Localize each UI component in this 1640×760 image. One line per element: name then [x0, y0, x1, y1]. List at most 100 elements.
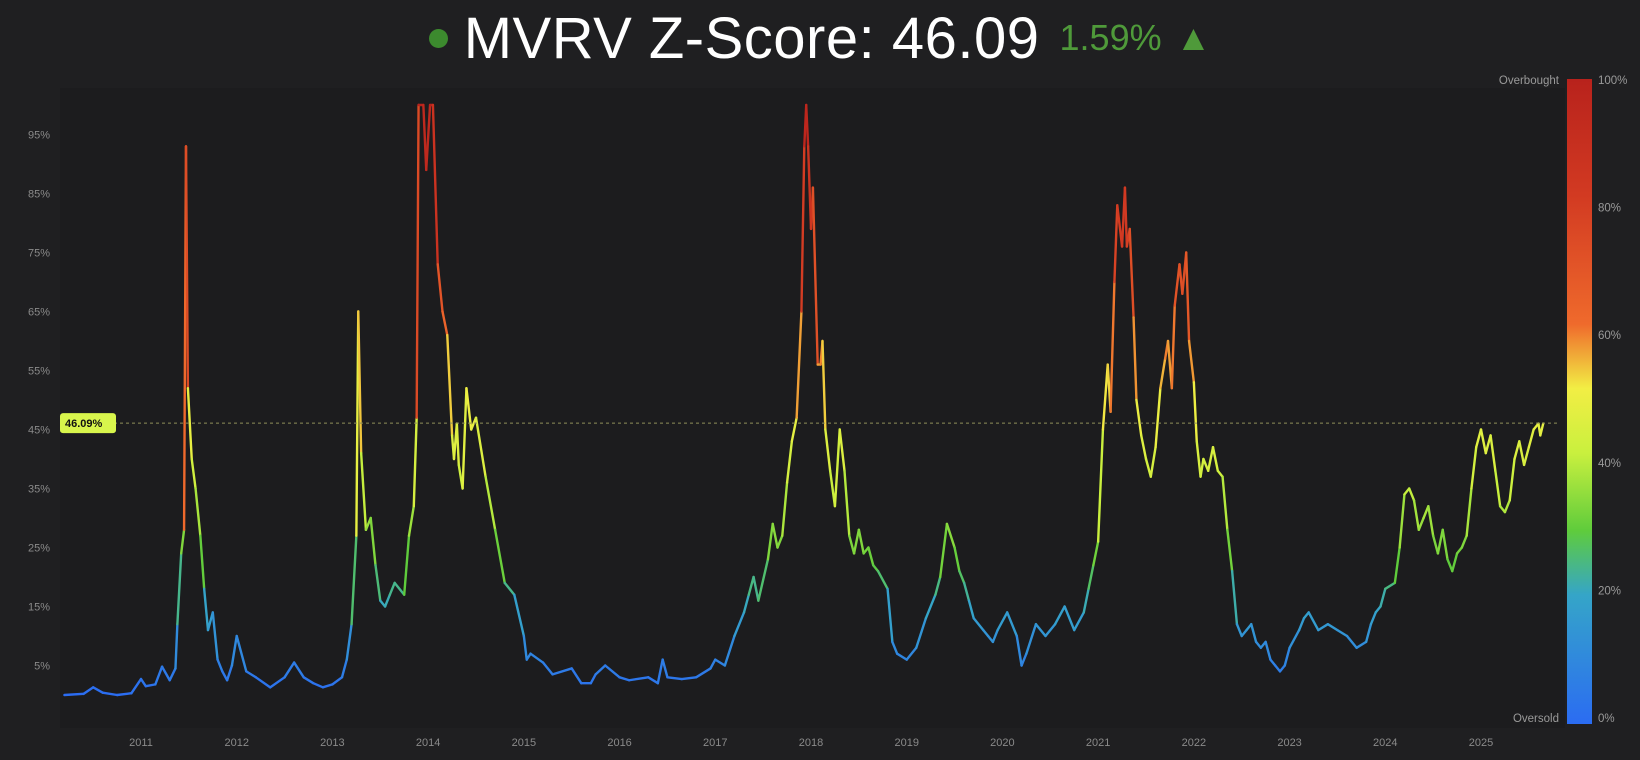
line-segment [1123, 186, 1129, 248]
line-segment [331, 676, 344, 686]
line-segment [1226, 528, 1234, 573]
line-segment [1317, 623, 1330, 632]
y-tick-label: 55% [28, 366, 50, 378]
x-tick-label: 2016 [607, 737, 631, 749]
line-segment [1398, 493, 1406, 549]
line-segment [1518, 440, 1526, 467]
line-segment [1053, 605, 1066, 626]
line-segment [216, 658, 224, 673]
line-segment [403, 534, 411, 596]
line-segment [101, 691, 119, 697]
line-segment [407, 505, 415, 537]
line-segment [441, 310, 449, 337]
line-segment [345, 623, 353, 661]
line-segment [388, 581, 396, 596]
line-segment [1006, 611, 1018, 638]
line-segment [1455, 546, 1464, 555]
line-segment [945, 522, 956, 549]
x-tick-label: 2013 [320, 737, 344, 749]
line-segment [1216, 469, 1224, 478]
colorbar-tick-label: 20% [1598, 585, 1621, 597]
colorbar-tick-label: 40% [1598, 458, 1621, 470]
y-tick-label: 35% [28, 484, 50, 496]
line-segment [522, 634, 528, 661]
line-segment [190, 457, 197, 490]
line-segment [1494, 469, 1502, 508]
line-segment [627, 676, 650, 682]
y-tick-label: 65% [28, 307, 50, 319]
line-segment [1096, 428, 1105, 543]
line-segment [359, 451, 368, 531]
line-segment [1408, 487, 1416, 502]
line-segment [666, 676, 683, 681]
line-segment [199, 534, 206, 590]
line-segment [1374, 605, 1382, 614]
line-segment [752, 575, 760, 602]
line-segment [1144, 457, 1152, 478]
line-segment [1020, 652, 1028, 667]
x-tick-label: 2025 [1469, 737, 1493, 749]
line-segment [1230, 569, 1239, 626]
line-segment [393, 581, 406, 596]
line-segment [446, 333, 454, 437]
y-tick-label: 75% [28, 248, 50, 260]
line-segment [1297, 617, 1306, 632]
line-segment [1336, 628, 1349, 638]
line-segment [891, 640, 899, 655]
line-segment [1269, 658, 1277, 667]
line-segment [852, 528, 861, 555]
line-segment [115, 692, 133, 697]
line-segment [805, 103, 810, 148]
line-segment [235, 634, 248, 673]
line-segment [1393, 546, 1401, 585]
line-segment [723, 634, 736, 667]
y-tick-label: 85% [28, 189, 50, 201]
line-segment [91, 686, 104, 694]
line-segment [771, 522, 779, 549]
line-segment [1431, 534, 1440, 555]
line-segment [1128, 227, 1135, 319]
line-segment [843, 469, 851, 537]
line-segment [186, 387, 193, 461]
line-segment [1345, 634, 1358, 649]
line-segment [1522, 446, 1531, 467]
line-segment [1132, 316, 1138, 402]
y-axis: 5% 15% 25% 35% 45% 55% 65% 75% 85% 95% [28, 130, 50, 673]
line-segment [1154, 387, 1162, 449]
line-segment [857, 528, 865, 555]
x-tick-label: 2017 [703, 737, 727, 749]
line-segment [1274, 664, 1282, 673]
line-segment [321, 683, 334, 689]
colorbar-bottom-label: Oversold [1513, 713, 1559, 725]
x-tick-label: 2024 [1373, 737, 1397, 749]
colorbar-tick-label: 0% [1598, 713, 1615, 725]
line-segment [484, 475, 497, 531]
line-segment [1446, 558, 1454, 573]
x-tick-label: 2019 [894, 737, 918, 749]
current-value-label: 46.09% [65, 418, 103, 430]
line-segment [967, 599, 975, 620]
line-segment [1199, 457, 1205, 478]
line-segment [958, 569, 966, 585]
line-segment [474, 416, 487, 478]
line-segment [709, 658, 717, 670]
line-segment [1140, 434, 1148, 461]
line-segment [1211, 446, 1219, 472]
line-segment [1109, 280, 1116, 413]
line-segment [184, 145, 190, 390]
line-segment [1513, 440, 1521, 461]
line-segment [1489, 434, 1497, 472]
line-segment [541, 661, 554, 676]
line-segment [455, 422, 460, 467]
line-segment [1025, 623, 1038, 655]
line-segment [1307, 611, 1320, 632]
line-segment [982, 628, 990, 638]
line-segment [694, 667, 712, 679]
line-segment [1173, 263, 1181, 307]
y-tick-label: 95% [28, 130, 50, 142]
line-segment [962, 581, 971, 602]
line-segment [369, 516, 377, 567]
x-tick-label: 2011 [129, 737, 153, 749]
line-segment [412, 416, 418, 508]
